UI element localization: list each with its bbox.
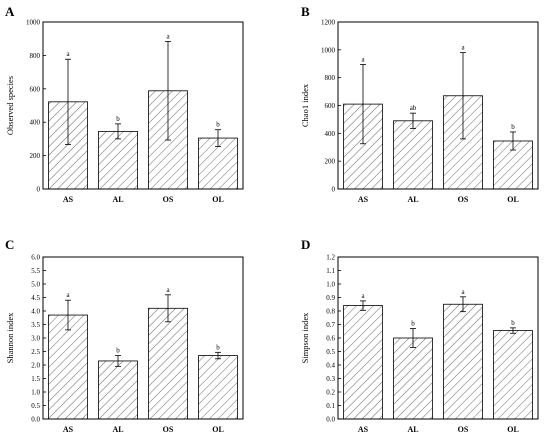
x-tick-label: AL: [112, 195, 123, 204]
panel-letter: D: [301, 237, 310, 252]
y-tick-label: 0.8: [326, 308, 335, 316]
x-tick-label: OS: [458, 195, 469, 204]
x-tick-label: OL: [507, 195, 519, 204]
y-tick-label: 0.9: [326, 294, 335, 302]
significance-label: a: [361, 292, 365, 300]
bar-os: [148, 307, 188, 420]
x-tick-label: OL: [212, 425, 224, 434]
significance-label: a: [361, 55, 365, 63]
significance-label: a: [66, 50, 70, 58]
x-tick-label: AS: [63, 195, 74, 204]
y-tick-label: 600: [325, 102, 336, 110]
significance-label: b: [511, 123, 515, 131]
y-tick-label: 1.1: [326, 267, 335, 275]
y-tick-label: 0.7: [326, 321, 335, 329]
y-tick-label: 0: [332, 186, 336, 194]
significance-label: b: [216, 343, 220, 351]
y-tick-label: 0.3: [326, 375, 335, 383]
y-tick-label: 800: [30, 52, 41, 60]
y-tick-label: 5.0: [31, 281, 40, 289]
significance-label: a: [66, 291, 70, 299]
panel-a: A 0 200 400 600 800 1000 Observed species a AS b AL…: [5, 4, 244, 204]
significance-label: ab: [410, 104, 417, 112]
y-tick-label: 0.5: [326, 348, 335, 356]
y-tick-label: 0.0: [31, 416, 40, 424]
panel-letter: B: [301, 4, 310, 19]
x-tick-label: OL: [507, 425, 519, 434]
y-tick-label: 0.2: [326, 389, 335, 397]
y-tick-label: 1000: [321, 46, 336, 54]
x-tick-label: OL: [212, 195, 224, 204]
y-tick-label: 4.0: [31, 308, 40, 316]
panel-d: D 0.0 0.1 0.2 0.3 0.4 0.5 0.6 0.7 0.8 0.9 1.0 1.1 1.2…: [300, 237, 539, 434]
y-tick-label: 0.4: [326, 362, 335, 370]
y-tick-label: 2.5: [31, 348, 40, 356]
significance-label: b: [511, 319, 515, 327]
y-tick-label: 2.0: [31, 362, 40, 370]
y-tick-label: 0.1: [326, 402, 335, 410]
y-tick-label: 400: [325, 130, 336, 138]
y-tick-label: 1000: [26, 19, 41, 27]
bar-al: [98, 130, 138, 190]
x-tick-label: AL: [407, 425, 418, 434]
y-axis-label: Chao1 index: [300, 83, 310, 127]
x-tick-label: OS: [458, 425, 469, 434]
y-axis-label: Observed species: [5, 76, 15, 135]
y-axis-label: Simpson index: [300, 312, 310, 364]
y-tick-label: 1.0: [31, 389, 40, 397]
x-tick-label: OS: [163, 195, 174, 204]
bar-ol: [493, 330, 533, 420]
y-tick-label: 200: [30, 152, 41, 160]
bar-al: [98, 360, 138, 420]
x-tick-label: AS: [358, 195, 369, 204]
y-tick-label: 800: [325, 74, 336, 82]
y-tick-label: 600: [30, 85, 41, 93]
y-tick-label: 0.5: [31, 402, 40, 410]
y-tick-label: 3.0: [31, 335, 40, 343]
plot-frame: [337, 21, 539, 190]
significance-label: b: [411, 320, 415, 328]
x-tick-label: AL: [407, 195, 418, 204]
y-tick-label: 1.5: [31, 375, 40, 383]
significance-label: a: [166, 33, 170, 41]
panel-letter: C: [5, 237, 14, 252]
bar-al: [393, 120, 433, 190]
x-tick-label: OS: [163, 425, 174, 434]
y-tick-label: 200: [325, 158, 336, 166]
bar-ol: [198, 355, 238, 420]
y-tick-label: 1.0: [326, 281, 335, 289]
plot-frame: [42, 256, 244, 420]
significance-label: b: [116, 115, 120, 123]
plot-frame: [337, 256, 539, 420]
bar-as: [343, 305, 383, 420]
y-tick-label: 1.2: [326, 254, 335, 262]
significance-label: a: [461, 288, 465, 296]
x-tick-label: AS: [63, 425, 74, 434]
panel-c: C 0.0 0.5 1.0 1.5 2.0 2.5 3.0 3.5 4.0 4.5 5.0 5.5 6.0…: [5, 237, 244, 434]
y-tick-label: 0.0: [326, 416, 335, 424]
y-tick-label: 3.5: [31, 321, 40, 329]
significance-label: a: [166, 286, 170, 294]
panel-letter: A: [5, 4, 15, 19]
significance-label: a: [461, 44, 465, 52]
bar-os: [443, 303, 483, 420]
y-tick-label: 0: [37, 186, 41, 194]
plot-frame: [42, 21, 244, 190]
significance-label: b: [216, 121, 220, 129]
bar-as: [48, 314, 88, 420]
y-tick-label: 5.5: [31, 267, 40, 275]
y-tick-label: 6.0: [31, 254, 40, 262]
significance-label: b: [116, 347, 120, 355]
x-tick-label: AS: [358, 425, 369, 434]
y-tick-label: 0.6: [326, 335, 335, 343]
bar-al: [393, 337, 433, 420]
y-tick-label: 1200: [321, 19, 336, 27]
y-tick-label: 400: [30, 119, 41, 127]
x-tick-label: AL: [112, 425, 123, 434]
y-tick-label: 4.5: [31, 294, 40, 302]
y-axis-label: Shannon index: [5, 312, 15, 364]
